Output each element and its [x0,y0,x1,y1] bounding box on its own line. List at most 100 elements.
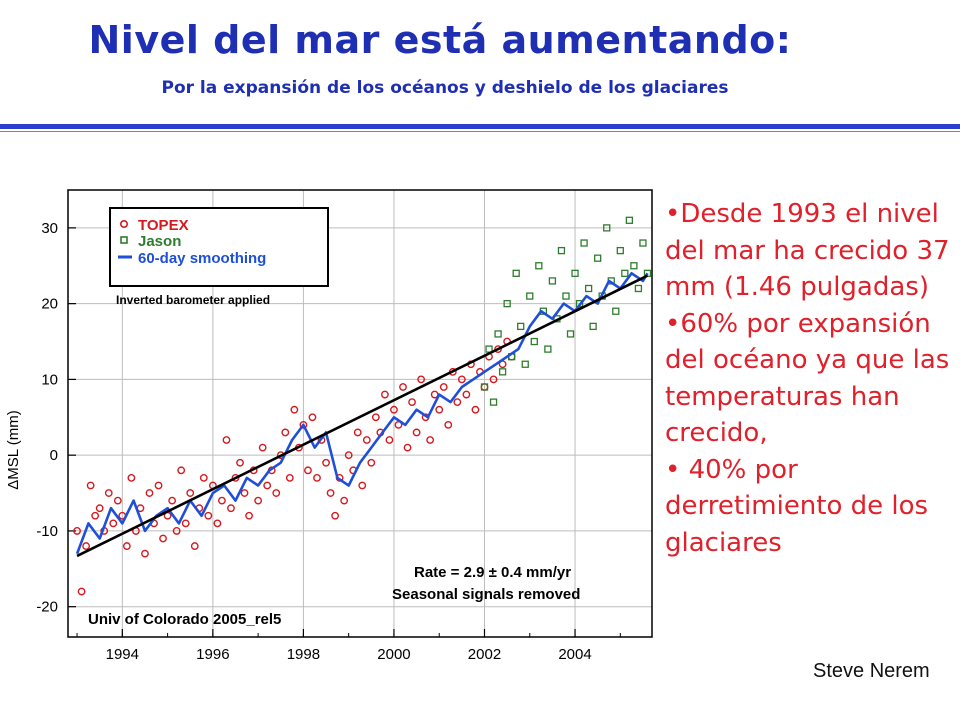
jason-point [580,239,588,247]
topex-point [213,519,222,528]
jason-point [489,398,498,406]
x-tick-label: 2004 [558,646,591,663]
topex-point [73,527,81,535]
bullet-item: •60% por expansión del océano ya que las… [665,308,950,449]
topex-point [199,473,208,482]
chart-axes: 1994 1996 1998 2000 2002 2004 -20 -10 0 10 20 30 [36,189,653,663]
annotation-inverted: Inverted barometer applied [116,293,270,307]
topex-point [344,451,353,460]
topex-point [489,375,498,384]
sea-level-chart: 1994 1996 1998 2000 2002 2004 -20 -10 0 10 20 30 TO… [5,189,653,663]
title-divider [0,124,960,129]
jason-point [625,216,634,224]
topex-point [408,398,416,407]
y-tick-label: -20 [36,599,58,616]
jason-point [526,292,534,300]
jason-point [517,322,525,331]
topex-point [258,443,267,452]
jason-point [557,246,566,255]
topex-point [77,587,86,596]
jason-point [616,246,624,255]
topex-point [204,511,213,520]
jason-point [480,383,489,391]
topex-point [168,496,177,505]
chart-marks [73,216,652,596]
topex-point [113,496,122,505]
jason-point [603,224,611,232]
topex-point [95,504,104,513]
topex-point [313,473,321,482]
plot-frame [67,189,653,638]
topex-point [353,428,362,437]
bullet-item: • 40% por derretimiento de los glaciares [665,454,929,558]
topex-point [380,390,389,399]
jason-point [639,239,647,247]
topex-point [403,443,412,452]
credit-text: Steve Nerem [813,660,930,682]
jason-point [621,269,629,277]
topex-point [141,549,149,558]
topex-point [186,489,195,497]
topex-point [190,542,199,550]
smoothing-line [75,272,649,555]
topex-point [358,481,367,490]
topex-point [245,511,253,520]
topex-point [127,473,136,482]
x-tick-label: 2000 [377,646,410,663]
jason-point [498,368,507,376]
topex-point [462,390,471,399]
topex-point [177,466,186,475]
bullet-item: •Desde 1993 el nivel del mar ha crecido … [665,199,950,302]
x-tick-label: 1996 [196,646,229,663]
y-tick-label: 10 [41,371,58,388]
slide-subtitle: Por la expansión de los océanos y deshie… [161,78,729,98]
chart-legend: TOPEX Jason 60-day smoothing [109,207,329,287]
jason-point [512,269,520,277]
topex-point [272,489,281,497]
topex-point [181,519,190,528]
topex-point [91,511,100,520]
topex-point [218,496,226,505]
jason-point [612,307,620,315]
legend-smoothing-label: 60-day smoothing [138,250,266,267]
topex-point [227,504,235,513]
topex-point [457,375,466,384]
topex-point [390,405,398,414]
y-tick-label: 20 [41,296,58,313]
legend-jason-label: Jason [138,233,181,250]
jason-point [548,277,557,285]
jason-point [521,360,529,368]
topex-point [236,458,244,467]
topex-point [86,481,95,490]
jason-point [544,345,552,353]
topex-point [299,420,308,429]
topex-point [412,428,421,437]
jason-point [566,330,575,338]
topex-point [254,496,263,505]
jason-point [535,262,543,270]
legend-topex-marker [120,219,129,228]
topex-point [367,458,376,467]
topex-point [222,436,231,444]
annotation-seasonal: Seasonal signals removed [392,586,580,603]
topex-point [322,458,330,467]
topex-point [340,496,349,505]
topex-point [326,489,335,497]
topex-point [290,405,299,414]
legend-topex-label: TOPEX [138,217,189,234]
topex-point [417,375,426,384]
topex-point [444,420,453,429]
jason-point [634,284,643,293]
topex-point [471,405,480,414]
jason-point [584,284,593,293]
x-tick-label: 1994 [106,646,139,663]
topex-point [172,527,181,535]
jason-point [503,299,511,308]
topex-point [453,398,462,407]
topex-point [308,413,317,422]
y-tick-label: 30 [41,220,58,237]
topex-point [145,489,154,497]
topex-point [104,489,113,497]
topex-point [154,481,163,490]
legend-jason-marker [120,236,128,244]
